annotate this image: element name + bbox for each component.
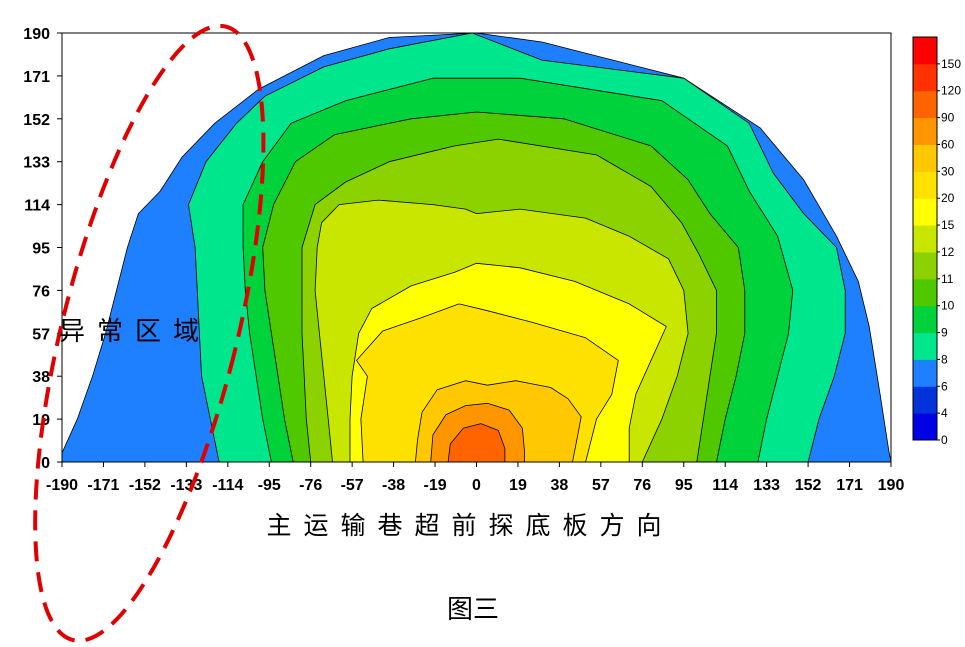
legend-tick-label: 90 (941, 111, 955, 125)
legend-swatch-11 (913, 251, 937, 280)
legend-swatch-120 (913, 63, 937, 92)
legend-tick-label: 60 (941, 137, 955, 151)
legend-swatch-30 (913, 144, 937, 172)
anomaly-region-ellipse (33, 23, 266, 643)
x-axis-title: 主运输巷超前探底板方向 (266, 511, 673, 540)
contour-band-90 (447, 423, 506, 462)
legend-tick-label: 4 (941, 406, 948, 420)
legend-tick-label: 9 (941, 326, 948, 340)
x-tick-label: 95 (675, 477, 693, 494)
legend-swatch-90 (913, 90, 937, 119)
y-tick-label: 114 (24, 198, 50, 215)
legend-tick-label: 12 (941, 245, 955, 259)
legend-tick-label: 120 (941, 84, 961, 98)
y-tick-label: 152 (23, 112, 50, 129)
x-tick-label: 0 (472, 477, 481, 494)
legend-tick-label: 6 (941, 379, 948, 393)
x-tick-label: 152 (795, 477, 822, 494)
legend-swatch-150 (913, 37, 937, 65)
x-axis: -190 -171 -152 -133 -114 -95 -76 -57 -38 -19 0 19 38… (46, 462, 904, 494)
x-tick-label: 19 (509, 477, 527, 494)
legend-tick-label: 10 (941, 299, 955, 313)
x-tick-label: -76 (299, 477, 322, 494)
y-tick-label: 171 (23, 69, 50, 86)
x-tick-label: -190 (46, 477, 78, 494)
x-tick-label: -38 (382, 477, 405, 494)
x-tick-label: -114 (212, 477, 243, 494)
y-tick-label: 38 (32, 369, 50, 386)
x-tick-label: -133 (170, 477, 202, 494)
anomaly-region-label: 异常区域 (59, 317, 211, 347)
y-tick-label: 57 (32, 326, 50, 343)
annotation-layer: 异常区域 (33, 23, 266, 643)
x-tick-label: 133 (753, 477, 780, 494)
legend-swatch-20 (913, 171, 937, 199)
y-tick-label: 190 (23, 26, 50, 43)
legend-frame (912, 36, 938, 441)
legend-tick-label: 15 (941, 218, 955, 232)
legend-swatch-12 (913, 225, 937, 253)
figure-caption: 图三 (447, 595, 499, 625)
x-tick-label: 57 (592, 477, 610, 494)
contour-fill-layer (62, 33, 891, 462)
legend-swatch-0 (913, 413, 937, 441)
legend-tick-label: 0 (941, 433, 948, 447)
x-tick-label: 190 (878, 477, 905, 494)
x-tick-label: -171 (87, 477, 119, 494)
x-tick-label: 38 (551, 477, 569, 494)
legend-swatch-8 (913, 332, 937, 360)
x-tick-label: -57 (341, 477, 364, 494)
x-tick-label: -19 (423, 477, 446, 494)
legend-swatch-10 (913, 278, 937, 307)
color-scale-legend: 0 4 6 8 9 10 11 12 15 20 30 60 90 120 150 (912, 36, 961, 447)
y-tick-label: 19 (32, 412, 50, 429)
x-tick-label: 171 (836, 477, 863, 494)
x-tick-label: 76 (633, 477, 651, 494)
legend-tick-label: 11 (941, 272, 954, 286)
y-tick-label: 133 (23, 155, 50, 172)
legend-swatch-4 (913, 386, 937, 414)
x-tick-label: 114 (712, 477, 738, 494)
x-tick-label: -95 (258, 477, 281, 494)
y-tick-label: 76 (32, 283, 50, 300)
legend-swatch-60 (913, 117, 937, 145)
legend-tick-label: 8 (941, 352, 948, 366)
legend-swatch-9 (913, 305, 937, 334)
y-tick-label: 0 (41, 455, 50, 472)
y-tick-label: 95 (32, 241, 50, 258)
legend-tick-label: 20 (941, 191, 955, 205)
x-tick-label: -152 (129, 477, 161, 494)
legend-swatch-6 (913, 359, 937, 387)
legend-tick-label: 30 (941, 164, 955, 178)
y-axis: 0 19 38 57 76 95 114 133 152 171 190 (23, 26, 62, 472)
legend-swatch-15 (913, 198, 937, 226)
legend-tick-label: 150 (941, 57, 961, 71)
